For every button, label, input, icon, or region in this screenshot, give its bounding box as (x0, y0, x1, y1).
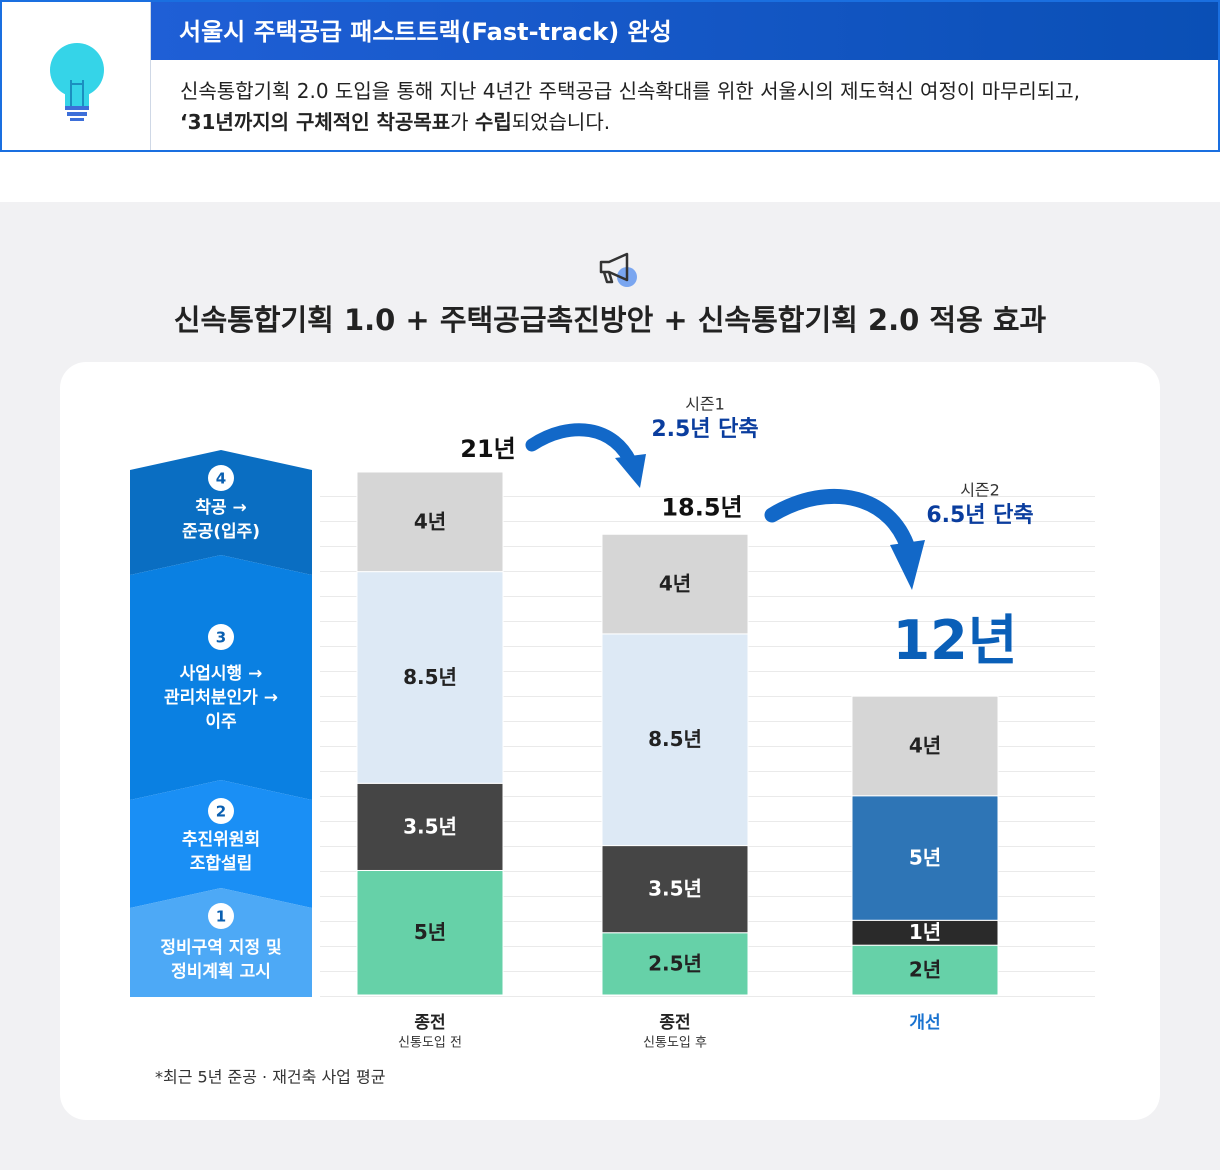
text: 되었습니다. (511, 110, 611, 134)
header-box: 서울시 주택공급 패스트트랙(Fast-track) 완성 신속통합기획 2.0… (0, 0, 1220, 152)
bar-segment (356, 782, 504, 871)
stage-number: 2 (216, 803, 226, 821)
value-label: 5년 (909, 846, 941, 870)
bar-segment (851, 795, 999, 921)
value-label: 2년 (909, 958, 941, 982)
header-title: 서울시 주택공급 패스트트랙(Fast-track) 완성 (151, 2, 1218, 60)
stage-number-badge (208, 624, 234, 650)
total-label: 18.5년 (661, 493, 742, 521)
text: 가 (450, 110, 475, 134)
bold-text: ‘31년까지의 구체적인 착공목표 (180, 110, 451, 134)
bold-text: 수립 (474, 110, 512, 134)
stage-number: 1 (216, 908, 226, 926)
bar-segment (601, 633, 749, 847)
total-label: 12년 (893, 609, 1018, 672)
arrow-2 (764, 488, 925, 590)
arrow-1 (525, 423, 646, 488)
icon-cell (2, 2, 151, 150)
header-description: 신속통합기획 2.0 도입을 통해 지난 4년간 주택공급 신속확대를 위한 서… (180, 76, 1080, 138)
category-subtitle: 신통도입 전 (398, 1036, 462, 1051)
stage-number: 4 (216, 470, 226, 488)
total-label: 21년 (460, 435, 515, 463)
category-label: 종전 (414, 1013, 445, 1033)
megaphone-icon (599, 252, 637, 287)
stage-name: 정비구역 지정 및 정비계획 고시 (160, 938, 282, 982)
stage-number-badge (208, 903, 234, 929)
bar-segment (601, 845, 749, 934)
stage-band (130, 888, 312, 997)
category-subtitle: 신통도입 후 (643, 1036, 707, 1051)
stage-number: 3 (216, 629, 226, 647)
value-label: 3.5년 (648, 877, 702, 901)
annotation-title: 시즌2 (960, 481, 1000, 500)
bar-segment (601, 533, 749, 635)
stage-number-badge (208, 798, 234, 824)
chart-title: 신속통합기획 1.0 + 주택공급촉진방안 + 신속통합기획 2.0 적용 효과 (174, 303, 1047, 337)
value-label: 8.5년 (648, 727, 702, 751)
stage-number-badge (208, 465, 234, 491)
bar-segment (851, 695, 999, 797)
value-label: 2.5년 (648, 951, 702, 975)
value-label: 4년 (414, 509, 446, 533)
bar-segment (851, 919, 999, 946)
value-label: 4년 (659, 572, 691, 596)
bar-segment (601, 932, 749, 996)
description-line: ‘31년까지의 구체적인 착공목표가 수립되었습니다. (180, 107, 1080, 138)
value-label: 3.5년 (403, 814, 457, 838)
annotation-title: 시즌1 (685, 395, 725, 414)
value-label: 1년 (909, 920, 941, 944)
bar-segment (356, 471, 504, 573)
category-label: 종전 (659, 1013, 690, 1033)
value-label: 4년 (909, 733, 941, 757)
stage-name: 착공 → 준공(입주) (181, 498, 261, 542)
category-label: 개선 (909, 1013, 940, 1033)
stage-band (130, 450, 312, 575)
description-line: 신속통합기획 2.0 도입을 통해 지난 4년간 주택공급 신속확대를 위한 서… (180, 76, 1080, 107)
value-label: 8.5년 (403, 665, 457, 689)
bar-segment (851, 944, 999, 996)
annotation-text: 6.5년 단축 (926, 503, 1033, 528)
footnote: *최근 5년 준공 · 재건축 사업 평균 (155, 1068, 385, 1087)
stage-name: 추진위원회 조합설립 (181, 830, 261, 874)
lightbulb-icon (50, 43, 104, 121)
value-label: 5년 (414, 920, 446, 944)
stage-band (130, 780, 312, 908)
stage-name: 사업시행 → 관리처분인가 → 이주 (163, 664, 278, 732)
bar-segment (356, 869, 504, 996)
stage-band (130, 555, 312, 800)
text: 신속통합기획 2.0 도입을 통해 지난 4년간 주택공급 신속확대를 위한 서… (180, 79, 1080, 103)
bar-segment (356, 571, 504, 784)
annotation-text: 2.5년 단축 (651, 417, 758, 442)
